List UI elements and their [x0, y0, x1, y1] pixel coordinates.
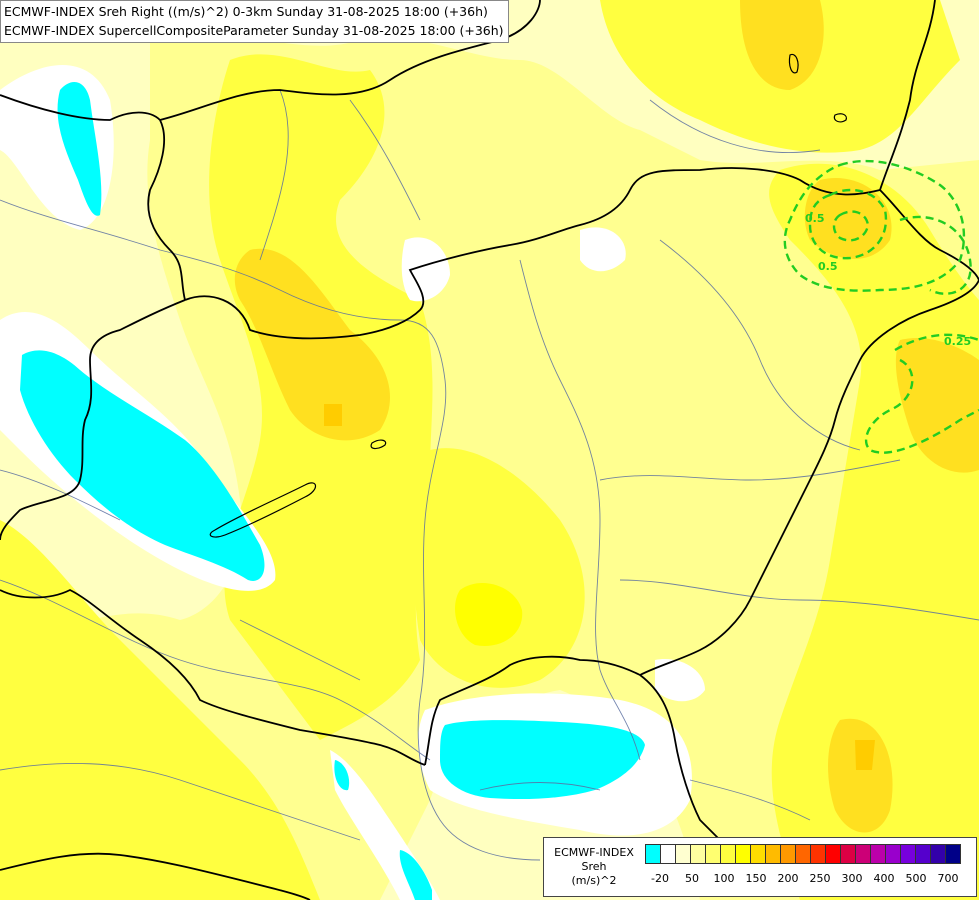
legend-tick-label: 100 — [713, 872, 735, 885]
legend-swatch — [885, 844, 901, 864]
shade-white-east — [655, 659, 705, 702]
color-legend: ECMWF-INDEX Sreh (m/s)^2 -20 50 100 150 200 2… — [543, 837, 977, 897]
legend-swatch — [825, 844, 841, 864]
legend-swatches — [645, 844, 961, 864]
legend-tick-label: 250 — [809, 872, 831, 885]
legend-swatch — [750, 844, 766, 864]
legend-swatch — [690, 844, 706, 864]
contour-label-1: 0.5 — [818, 260, 838, 273]
legend-tick-label: 700 — [937, 872, 959, 885]
legend-swatch — [900, 844, 916, 864]
legend-swatch — [945, 844, 961, 864]
shade-yellow-center-core — [455, 582, 523, 646]
shade-yellow-center — [413, 448, 585, 688]
shade-orange-spot — [324, 404, 342, 426]
map-title-box: ECMWF-INDEX Sreh Right ((m/s)^2) 0-3km S… — [0, 0, 509, 43]
shade-cyan-sw2 — [399, 850, 432, 900]
shade-cyan-south — [440, 720, 645, 800]
shade-cyan-west — [20, 350, 265, 581]
shade-gold-south — [828, 718, 893, 833]
shade-gold-west — [234, 248, 390, 441]
legend-title-param: Sreh — [581, 860, 607, 873]
shade-white-mid — [580, 227, 626, 272]
legend-swatch — [660, 844, 676, 864]
legend-swatch — [840, 844, 856, 864]
legend-title-model: ECMWF-INDEX — [554, 846, 634, 859]
scp-contours — [783, 159, 979, 454]
legend-tick-label: 400 — [873, 872, 895, 885]
legend-tick-label: -20 — [651, 872, 669, 885]
contour-label-2: 0.25 — [944, 335, 971, 348]
legend-swatch — [870, 844, 886, 864]
legend-swatch — [780, 844, 796, 864]
legend-swatch — [915, 844, 931, 864]
legend-title: ECMWF-INDEX Sreh (m/s)^2 — [548, 846, 640, 888]
legend-swatch — [720, 844, 736, 864]
legend-tick-label: 50 — [685, 872, 699, 885]
legend-swatch — [645, 844, 661, 864]
shade-white-center — [401, 237, 450, 302]
legend-swatch — [855, 844, 871, 864]
legend-swatch — [765, 844, 781, 864]
lakes — [209, 53, 847, 538]
legend-tick-label: 500 — [905, 872, 927, 885]
legend-swatch — [735, 844, 751, 864]
contour-label-0: 0.5 — [805, 212, 825, 225]
title-line-sreh: ECMWF-INDEX Sreh Right ((m/s)^2) 0-3km S… — [4, 4, 488, 19]
legend-swatch — [705, 844, 721, 864]
legend-tick-label: 300 — [841, 872, 863, 885]
legend-swatch — [675, 844, 691, 864]
legend-tick-label: 200 — [777, 872, 799, 885]
shade-cyan-sw — [334, 760, 350, 791]
shade-orange-south — [855, 740, 875, 770]
legend-swatch — [930, 844, 946, 864]
legend-swatch — [810, 844, 826, 864]
legend-swatch — [795, 844, 811, 864]
legend-title-unit: (m/s)^2 — [571, 874, 617, 887]
legend-tick-label: 150 — [745, 872, 767, 885]
shade-gold-east — [895, 337, 979, 473]
title-line-scp: ECMWF-INDEX SupercellCompositeParameter … — [4, 23, 504, 38]
legend-ticks: -20 50 100 150 200 250 300 400 500 700 — [645, 872, 975, 888]
shade-gold-ne — [804, 178, 892, 259]
shade-gold-top — [740, 0, 824, 90]
rivers — [0, 89, 979, 861]
